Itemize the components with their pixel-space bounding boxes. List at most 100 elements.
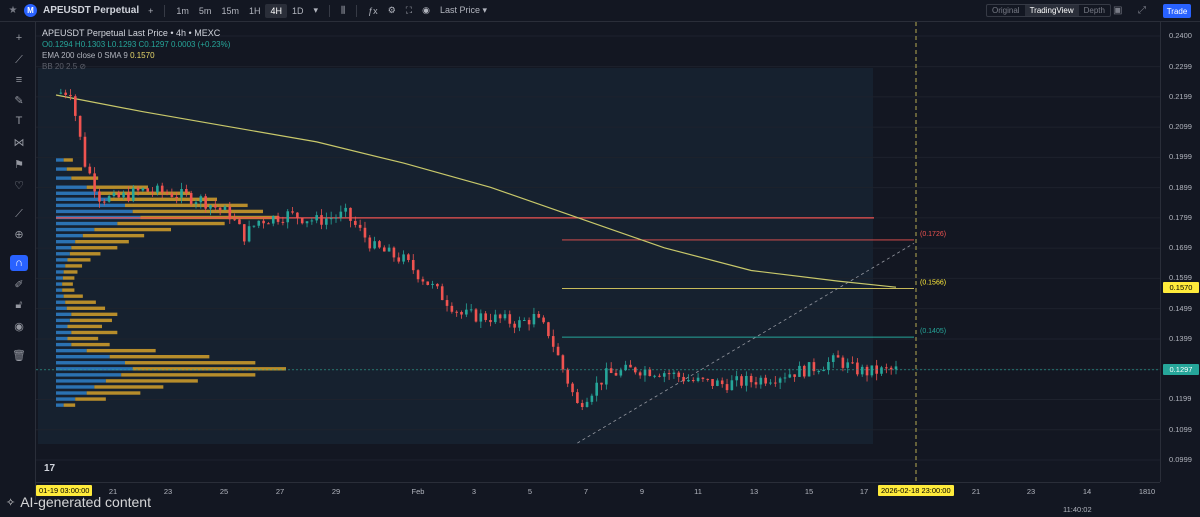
trade-button[interactable]: Trade: [1163, 4, 1191, 18]
vp-bar-up: [56, 288, 63, 292]
candle-body: [609, 368, 613, 373]
candle-body: [445, 300, 449, 306]
legend-ema-row[interactable]: EMA 200 close 0 SMA 9 0.1570: [42, 50, 230, 61]
price-scale[interactable]: 0.2400 0.2299 0.2199 0.2099 0.1999 0.1899 0.17…: [1160, 22, 1200, 482]
vp-bar-down: [86, 391, 141, 395]
trash-icon[interactable]: 🗑︎: [12, 349, 26, 362]
candle-body: [368, 237, 372, 249]
time-scale[interactable]: 21 23 25 27 29 Feb 3 5 7 9 11 13 15 17 21 23 14 18 10 01-19…: [36, 482, 1160, 498]
timeframe-dropdown-icon[interactable]: ▾: [313, 5, 319, 15]
tf-5m[interactable]: 5m: [198, 5, 212, 16]
candle-body: [262, 220, 265, 224]
heart-icon[interactable]: ♡: [14, 179, 24, 192]
vp-bar-down: [67, 336, 99, 341]
candle-body: [720, 380, 724, 385]
candle-body: [64, 92, 67, 95]
exchange-logo-icon: M: [24, 4, 37, 17]
candle-body: [687, 380, 690, 382]
candle-body: [455, 311, 458, 313]
candle-body: [634, 367, 637, 373]
candle-body: [354, 220, 357, 225]
add-symbol-icon[interactable]: +: [148, 5, 154, 16]
candle-body: [238, 219, 241, 225]
candle-body: [658, 375, 661, 377]
settings-icon[interactable]: ⚙: [387, 5, 396, 15]
vp-bar-down: [66, 306, 106, 310]
candle-body: [436, 283, 439, 287]
lock-icon[interactable]: 🔓︎: [15, 298, 23, 311]
view-tradingview[interactable]: TradingView: [1024, 5, 1079, 16]
candle-body: [189, 193, 193, 204]
candle-body: [156, 185, 159, 193]
text-icon[interactable]: T: [15, 115, 23, 127]
candle-body: [885, 367, 888, 369]
view-depth[interactable]: Depth: [1083, 6, 1105, 15]
vp-bar-up: [56, 367, 133, 371]
time-label: 25: [219, 487, 229, 496]
candle-body: [580, 403, 584, 407]
view-original[interactable]: Original: [992, 6, 1020, 15]
vp-bar-up: [56, 270, 64, 274]
legend-bb-row[interactable]: BB 20 2.5 ⊘: [42, 61, 230, 72]
candle-body: [387, 247, 391, 252]
candle-body: [522, 319, 526, 321]
tf-1d[interactable]: 1D: [291, 5, 304, 16]
candle-body: [653, 375, 656, 377]
eye-icon[interactable]: ◉: [14, 320, 24, 333]
forecast-icon[interactable]: ⚑: [14, 158, 24, 171]
horizontal-levels: [56, 217, 914, 338]
pattern-icon[interactable]: ⋈: [13, 136, 25, 149]
fib-icon[interactable]: ≡: [15, 74, 23, 86]
trend-line-icon[interactable]: ⟋: [15, 53, 23, 66]
expand-icon[interactable]: ⤢: [1138, 5, 1146, 16]
brush-icon[interactable]: ✎: [14, 94, 24, 107]
symbol-title[interactable]: APEUSDT Perpetual: [43, 5, 140, 16]
candle-body: [576, 392, 579, 404]
layout-icon[interactable]: ▣: [1113, 5, 1123, 16]
price-chart[interactable]: (0.1726) (0.1566) (0.1405): [36, 22, 1160, 482]
time-label: 23: [163, 487, 173, 496]
candle-body: [494, 314, 497, 323]
candle-body: [479, 313, 483, 322]
candle-body: [315, 215, 318, 221]
candle-body: [59, 92, 63, 94]
vp-bar-up: [56, 342, 72, 347]
ruler-icon[interactable]: ⟋: [15, 207, 23, 220]
screenshot-icon[interactable]: ◉: [422, 5, 430, 15]
candle-body: [160, 185, 164, 193]
vp-bar-down: [86, 348, 156, 353]
candle-body: [78, 115, 82, 137]
tf-15m[interactable]: 15m: [221, 5, 239, 16]
candle-body: [165, 192, 169, 194]
candle-body: [614, 372, 618, 376]
tf-4h[interactable]: 4H: [265, 3, 287, 18]
fullscreen-icon[interactable]: ⛶: [405, 5, 413, 15]
indicators-icon[interactable]: ƒx: [368, 5, 378, 16]
candle-body: [310, 220, 314, 222]
candle-body: [638, 372, 642, 376]
candle-body: [672, 372, 676, 374]
magnet-icon[interactable]: ∩: [10, 255, 28, 271]
candle-type-icon[interactable]: ⫼: [341, 5, 346, 15]
hidden-eye-icon[interactable]: ⊘: [79, 62, 87, 71]
candle-body: [788, 374, 792, 378]
candle-body: [851, 362, 854, 364]
vp-bar-up: [56, 176, 72, 180]
zoom-icon[interactable]: ⊕: [14, 228, 24, 241]
candle-body: [88, 166, 92, 174]
vp-bar-down: [86, 185, 148, 189]
vp-bar-down: [94, 385, 164, 389]
tf-1h[interactable]: 1H: [248, 5, 261, 16]
price-type-dropdown[interactable]: Last Price ▾: [439, 5, 487, 15]
tf-1m[interactable]: 1m: [176, 5, 189, 16]
candle-body: [547, 322, 550, 337]
candle-body: [571, 383, 574, 393]
candle-body: [382, 247, 386, 252]
candle-body: [373, 241, 376, 249]
lock-drawing-icon[interactable]: ✐: [14, 278, 24, 291]
star-icon[interactable]: ★: [8, 5, 18, 16]
candle-body: [716, 380, 719, 386]
candle-body: [783, 377, 787, 379]
vp-bar-down: [67, 324, 102, 329]
crosshair-icon[interactable]: +: [15, 32, 23, 44]
